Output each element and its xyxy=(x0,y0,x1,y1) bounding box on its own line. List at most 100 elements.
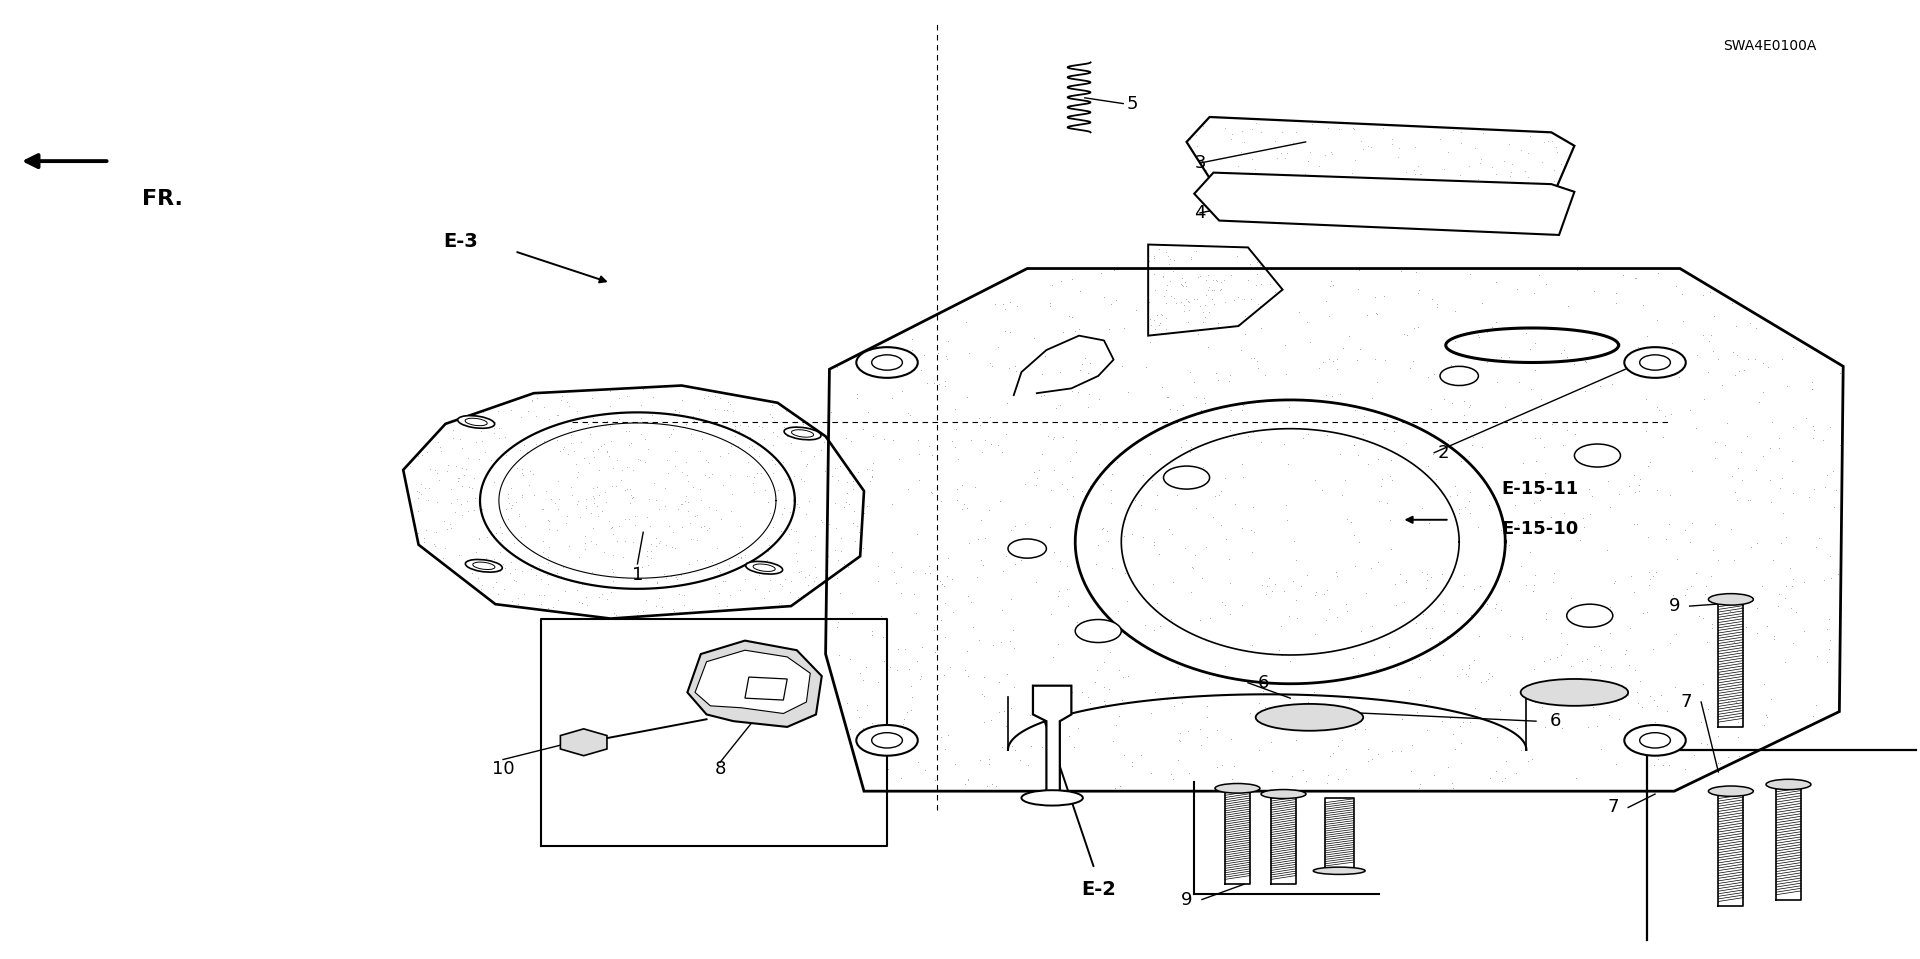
Point xyxy=(1463,614,1494,629)
Point xyxy=(1321,375,1352,390)
Point xyxy=(968,386,998,402)
Point xyxy=(1528,290,1559,305)
Point xyxy=(660,500,691,515)
Point xyxy=(703,404,733,419)
Text: 9: 9 xyxy=(1668,597,1680,615)
Point xyxy=(1732,592,1763,607)
Point xyxy=(1087,467,1117,482)
Point xyxy=(1338,416,1369,432)
Point xyxy=(1463,773,1494,788)
Point xyxy=(829,383,860,398)
Point xyxy=(920,171,950,186)
Point xyxy=(895,266,925,281)
Point xyxy=(1056,635,1087,650)
Point xyxy=(1801,295,1832,311)
Point xyxy=(1394,583,1425,598)
Point xyxy=(695,340,726,356)
Point xyxy=(929,566,960,581)
Point xyxy=(1200,456,1231,471)
Point xyxy=(1350,222,1380,238)
Point xyxy=(1584,305,1615,320)
Point xyxy=(1185,332,1215,347)
Point xyxy=(714,530,745,546)
Point xyxy=(509,426,540,441)
Point xyxy=(952,300,983,316)
Point xyxy=(1428,340,1459,356)
Point xyxy=(424,504,455,520)
Point xyxy=(505,435,536,451)
Point xyxy=(941,462,972,478)
Point xyxy=(1340,541,1371,556)
Point xyxy=(1300,472,1331,487)
Point xyxy=(1290,777,1321,792)
Point xyxy=(626,533,657,549)
Point xyxy=(578,553,609,569)
Point xyxy=(1511,618,1542,633)
Point xyxy=(933,393,964,409)
Point xyxy=(1140,662,1171,677)
Point xyxy=(1356,383,1386,398)
Point xyxy=(1363,492,1394,507)
Point xyxy=(847,454,877,469)
Point xyxy=(589,507,620,523)
Point xyxy=(574,488,605,503)
Point xyxy=(434,428,465,443)
Point xyxy=(705,553,735,569)
Point xyxy=(1799,521,1830,536)
Point xyxy=(1542,799,1572,814)
Point xyxy=(852,246,883,262)
Point xyxy=(1471,347,1501,363)
Point xyxy=(776,422,806,437)
Point xyxy=(1569,560,1599,575)
Point xyxy=(1596,251,1626,267)
Point xyxy=(1411,371,1442,386)
Point xyxy=(743,526,774,541)
Point xyxy=(520,553,551,569)
Point xyxy=(1363,389,1394,405)
Point xyxy=(870,512,900,527)
Point xyxy=(1455,337,1486,352)
Point xyxy=(1734,452,1764,467)
Point xyxy=(442,485,472,501)
Point xyxy=(472,414,503,430)
Point xyxy=(1592,597,1622,613)
Point xyxy=(622,336,653,351)
Point xyxy=(1359,296,1390,312)
Point xyxy=(1361,638,1392,653)
Point xyxy=(1185,222,1215,238)
Point xyxy=(689,391,720,407)
Point xyxy=(532,432,563,447)
Point xyxy=(1357,553,1388,569)
Point xyxy=(1037,667,1068,682)
Point xyxy=(772,473,803,488)
Point xyxy=(712,550,743,565)
Point xyxy=(781,525,812,540)
Point xyxy=(693,490,724,505)
Point xyxy=(1210,649,1240,665)
Point xyxy=(1206,186,1236,201)
Point xyxy=(1400,328,1430,343)
Point xyxy=(1390,508,1421,524)
Point xyxy=(1173,649,1204,665)
Point xyxy=(1728,581,1759,596)
Point xyxy=(937,339,968,355)
Point xyxy=(1419,306,1450,321)
Point xyxy=(1229,809,1260,825)
Point xyxy=(847,522,877,537)
Ellipse shape xyxy=(1256,704,1363,731)
Point xyxy=(851,217,881,232)
Point xyxy=(1192,214,1223,229)
Point xyxy=(1096,448,1127,463)
Point xyxy=(701,365,732,381)
Point xyxy=(1210,474,1240,489)
Point xyxy=(743,376,774,391)
Point xyxy=(1519,658,1549,673)
Point xyxy=(1162,648,1192,664)
Point xyxy=(1027,204,1058,220)
Point xyxy=(1281,351,1311,366)
Point xyxy=(480,392,511,408)
Point xyxy=(712,386,743,402)
Point xyxy=(1140,636,1171,651)
Point xyxy=(1352,767,1382,783)
Point xyxy=(570,402,601,417)
